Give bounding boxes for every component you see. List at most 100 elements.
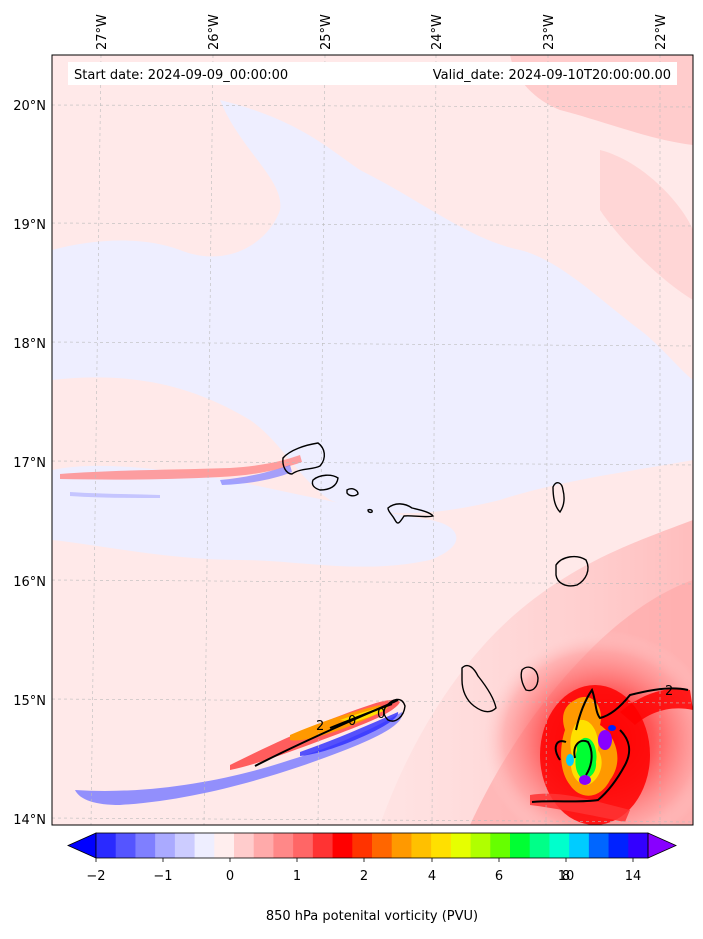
- pv-positive-region-northeast: [600, 150, 693, 300]
- colorbar-segment: [490, 833, 511, 858]
- colorbar-segments: [67, 832, 677, 859]
- island-maio: [520, 666, 539, 692]
- lat-label: 20°N: [13, 99, 46, 114]
- colorbar-title: 850 hPa potenital vorticity (PVU): [266, 909, 478, 924]
- colorbar-tick-label: 14: [625, 869, 642, 884]
- colorbar-segment: [352, 833, 373, 858]
- colorbar-tick-label: −2: [86, 869, 105, 884]
- colorbar-segment: [273, 833, 294, 858]
- lon-label: 25°W: [319, 14, 334, 50]
- colorbar-tick-label: 4: [428, 869, 436, 884]
- colorbar-segment: [174, 833, 196, 858]
- lat-label: 16°N: [13, 575, 46, 590]
- date-header-box: [68, 62, 677, 85]
- pv-low-region-north: [52, 100, 693, 514]
- colorbar-segment: [194, 833, 215, 858]
- colorbar-segment: [628, 833, 649, 858]
- island-sao-nicolau: [387, 503, 435, 524]
- contour-label: 2: [316, 719, 324, 734]
- colorbar-tick-label: −1: [153, 869, 172, 884]
- island-santiago: [461, 664, 497, 713]
- island-boa-vista: [555, 555, 589, 587]
- latitude-labels: 20°N 19°N 18°N 17°N 16°N 15°N 14°N: [13, 99, 46, 828]
- colorbar-tick-label: 0: [226, 869, 234, 884]
- colorbar-segment: [96, 833, 117, 858]
- colorbar-segment: [569, 833, 590, 858]
- lat-label: 15°N: [13, 694, 46, 709]
- storm-vort-green: [575, 737, 597, 779]
- storm-vort-blue: [608, 725, 616, 731]
- lon-label: 27°W: [95, 14, 110, 50]
- lat-label: 19°N: [13, 218, 46, 233]
- colorbar-segment: [450, 833, 472, 858]
- colorbar-segment: [411, 833, 432, 858]
- lon-label: 26°W: [207, 14, 222, 50]
- contour-label: 0: [377, 707, 385, 722]
- lon-label: 22°W: [654, 14, 669, 50]
- lon-label: 24°W: [430, 14, 445, 50]
- lon-label: 23°W: [542, 14, 557, 50]
- colorbar-segment: [608, 833, 629, 858]
- colorbar-segment: [588, 833, 610, 858]
- colorbar-extend-min: [67, 832, 97, 859]
- island-santo-antao: [282, 442, 325, 475]
- storm-vort-purple-1: [598, 730, 612, 750]
- colorbar-tick-label: 6: [495, 869, 503, 884]
- map-plot-area: [52, 55, 693, 825]
- storm-vort-purple-2: [579, 775, 591, 785]
- colorbar-tick-label: 2: [360, 869, 368, 884]
- contour-storm-inner: [573, 739, 593, 776]
- colorbar-extend-max: [647, 832, 677, 859]
- lat-label: 14°N: [13, 813, 46, 828]
- colorbar-segment: [431, 833, 452, 858]
- colorbar-segment: [155, 833, 176, 858]
- contour-labels: 2 0 0 2: [316, 684, 673, 734]
- pv-streak-blue-core: [300, 712, 399, 756]
- pv-low-region-west: [52, 465, 457, 567]
- coastlines: [282, 442, 589, 722]
- start-date-label: Start date: 2024-09-09_00:00:00: [74, 68, 288, 83]
- contour-streak-0: [329, 703, 393, 729]
- island-fogo: [383, 698, 406, 722]
- spiral-band-east: [620, 688, 693, 725]
- colorbar-ticks: [95, 858, 634, 862]
- colorbar-frame: [95, 832, 649, 859]
- colorbar-tick-label: 8: [562, 869, 570, 884]
- contour-label: 2: [665, 684, 673, 699]
- island-sao-vicente: [311, 474, 339, 491]
- pv-streak-west-red: [60, 455, 302, 480]
- colorbar-segment: [234, 833, 255, 858]
- pv-contours: [254, 687, 689, 803]
- island-branco: [367, 508, 373, 514]
- colorbar-segment: [510, 833, 531, 858]
- lat-label: 17°N: [13, 456, 46, 471]
- valid-date-label: Valid_date: 2024-09-10T20:00:00.00: [433, 68, 671, 83]
- longitude-labels: 27°W 26°W 25°W 24°W 23°W 22°W: [95, 14, 669, 50]
- lat-label: 18°N: [13, 337, 46, 352]
- colorbar-segment: [529, 833, 550, 858]
- map-frame: [51, 54, 694, 826]
- colorbar: −2 −1 0 1 2 4 6 8 10 14 850 hPa potenita…: [67, 832, 677, 924]
- pv-streak-blue: [75, 712, 403, 805]
- pv-streak-west-faint: [70, 492, 160, 498]
- pv-streak-west-blue: [220, 465, 292, 485]
- colorbar-segment: [135, 833, 156, 858]
- island-santa-luzia: [346, 488, 359, 497]
- colorbar-segment: [214, 833, 235, 858]
- island-sal: [552, 482, 565, 514]
- colorbar-segment: [115, 833, 136, 858]
- contour-storm-outer: [531, 687, 689, 803]
- contour-label: 0: [348, 714, 356, 729]
- colorbar-segment: [549, 833, 570, 858]
- colorbar-segment: [312, 833, 334, 858]
- storm-vort-cyan: [566, 754, 574, 766]
- colorbar-segment: [391, 833, 412, 858]
- colorbar-segment: [293, 833, 314, 858]
- colorbar-segment: [332, 833, 353, 858]
- gridlines: [52, 55, 693, 825]
- colorbar-tick-label: 10: [558, 869, 575, 884]
- colorbar-tick-label: 1: [293, 869, 301, 884]
- colorbar-segment: [372, 833, 393, 858]
- colorbar-segment: [470, 833, 491, 858]
